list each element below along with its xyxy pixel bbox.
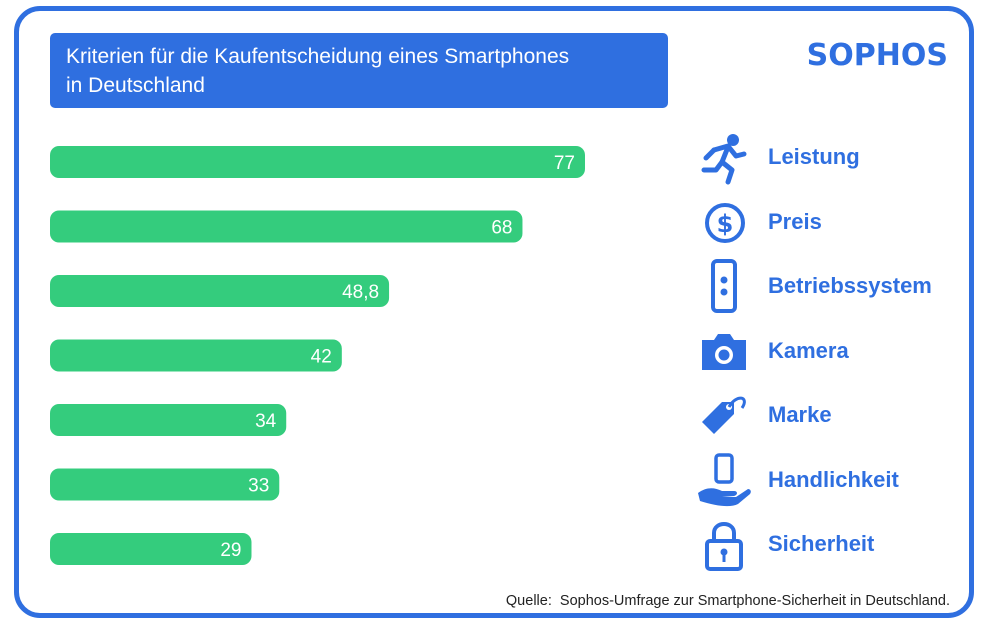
legend-item-sicherheit: Sicherheit bbox=[690, 517, 980, 573]
tag-icon bbox=[692, 388, 752, 444]
bar-value-label: 42 bbox=[311, 347, 332, 368]
runner-icon bbox=[692, 130, 752, 186]
bar-betriebssystem bbox=[50, 275, 390, 307]
bar-value-label: 48,8 bbox=[342, 282, 379, 303]
legend-item-kamera: Kamera bbox=[690, 324, 980, 380]
bar-value-label: 77 bbox=[554, 153, 575, 174]
bar-leistung bbox=[50, 146, 585, 178]
bar-value-label: 34 bbox=[255, 411, 277, 432]
bar-marke bbox=[50, 404, 287, 436]
phone-icon bbox=[692, 259, 752, 315]
camera-icon bbox=[692, 324, 752, 380]
source-note: Quelle: Sophos-Umfrage zur Smartphone-Si… bbox=[505, 593, 950, 609]
legend-item-handlichkeit: Handlichkeit bbox=[690, 452, 980, 509]
sophos-logo: SOPHOS bbox=[806, 38, 948, 73]
chart-frame bbox=[14, 6, 974, 618]
legend-label: Kamera bbox=[768, 337, 849, 363]
legend-item-betriebssystem: Betriebssystem bbox=[690, 259, 980, 315]
bar-value-label: 33 bbox=[248, 476, 269, 497]
legend-item-marke: Marke bbox=[690, 388, 980, 444]
legend-label: Handlichkeit bbox=[768, 466, 899, 492]
legend-label: Sicherheit bbox=[768, 531, 875, 556]
padlock-icon bbox=[692, 517, 752, 573]
legend-item-leistung: Leistung bbox=[690, 130, 980, 186]
bar-kamera bbox=[50, 339, 342, 372]
legend-label: Marke bbox=[768, 402, 832, 427]
title-line-2: in Deutschland bbox=[66, 74, 205, 97]
legend-label: Betriebssystem bbox=[768, 273, 932, 298]
legend-label: Preis bbox=[768, 208, 822, 234]
bar-value-label: 29 bbox=[220, 540, 241, 561]
bar-value-label: 68 bbox=[491, 218, 512, 239]
bar-handlichkeit bbox=[50, 468, 280, 501]
legend-label: Leistung bbox=[768, 144, 860, 169]
legend-item-preis: $ Preis bbox=[690, 195, 980, 251]
svg-text:$: $ bbox=[717, 210, 734, 238]
chart-title: Kriterien für die Kaufentscheidung eines… bbox=[50, 33, 668, 108]
bar-preis bbox=[50, 210, 523, 243]
dollar-coin-icon: $ bbox=[692, 195, 752, 251]
bar-sicherheit bbox=[50, 533, 252, 565]
title-line-1: Kriterien für die Kaufentscheidung eines… bbox=[66, 45, 570, 68]
hand-phone-icon bbox=[692, 452, 752, 509]
